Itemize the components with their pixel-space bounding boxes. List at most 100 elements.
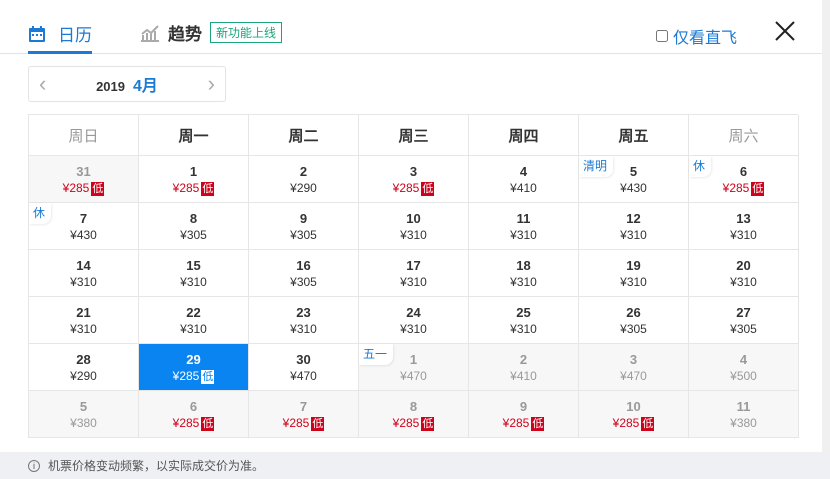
- day-number: 8: [189, 211, 198, 226]
- day-cell[interactable]: 13 ¥310: [689, 203, 799, 250]
- weekday-header: 周一: [139, 115, 249, 156]
- weekday-header: 周二: [249, 115, 359, 156]
- holiday-tag: 休: [689, 156, 712, 177]
- day-cell[interactable]: 2 ¥410: [469, 344, 579, 391]
- price-value: ¥470: [620, 369, 647, 383]
- price-value: ¥470: [290, 369, 317, 383]
- day-price: ¥430: [29, 227, 138, 243]
- day-cell[interactable]: 24 ¥310: [359, 297, 469, 344]
- direct-only-checkbox[interactable]: 仅看直飞: [656, 24, 737, 48]
- day-number: 17: [406, 258, 421, 273]
- day-price: ¥285 低: [359, 415, 468, 431]
- day-cell[interactable]: 26 ¥305: [579, 297, 689, 344]
- price-value: ¥285: [392, 181, 420, 195]
- tab-calendar-label: 日历: [58, 26, 92, 45]
- day-price: ¥310: [249, 321, 358, 337]
- day-number: 4: [739, 352, 748, 367]
- price-value: ¥310: [510, 228, 537, 242]
- day-price: ¥430: [579, 180, 688, 196]
- tab-trend[interactable]: 趋势 新功能上线: [140, 20, 283, 45]
- day-cell[interactable]: 4 ¥410: [469, 156, 579, 203]
- price-value: ¥310: [70, 322, 97, 336]
- day-price: ¥310: [29, 274, 138, 290]
- tab-calendar[interactable]: 日历: [28, 20, 92, 54]
- day-cell[interactable]: 30 ¥470: [249, 344, 359, 391]
- day-cell[interactable]: 15 ¥310: [139, 250, 249, 297]
- price-value: ¥285: [282, 416, 310, 430]
- day-number: 11: [736, 399, 751, 414]
- next-month-button[interactable]: ›: [207, 71, 215, 96]
- price-value: ¥310: [290, 322, 317, 336]
- day-number: 19: [626, 258, 641, 273]
- day-cell[interactable]: 14 ¥310: [29, 250, 139, 297]
- holiday-tag: 休: [29, 203, 52, 224]
- day-price: ¥310: [689, 274, 798, 290]
- day-cell[interactable]: 休 6 ¥285 低: [689, 156, 799, 203]
- scrollbar[interactable]: [822, 0, 830, 452]
- day-cell[interactable]: 1 ¥285 低: [139, 156, 249, 203]
- day-cell[interactable]: 17 ¥310: [359, 250, 469, 297]
- day-cell[interactable]: 25 ¥310: [469, 297, 579, 344]
- day-cell[interactable]: 五一 1 ¥470: [359, 344, 469, 391]
- day-cell[interactable]: 9 ¥285 低: [469, 391, 579, 438]
- day-price: ¥310: [469, 227, 578, 243]
- day-price: ¥380: [29, 415, 138, 431]
- price-value: ¥285: [392, 416, 420, 430]
- day-cell[interactable]: 9 ¥305: [249, 203, 359, 250]
- day-number: 15: [186, 258, 201, 273]
- day-price: ¥470: [359, 368, 468, 384]
- low-price-tag: 低: [201, 370, 215, 384]
- price-value: ¥430: [70, 228, 97, 242]
- day-cell[interactable]: 11 ¥380: [689, 391, 799, 438]
- day-cell[interactable]: 11 ¥310: [469, 203, 579, 250]
- day-cell[interactable]: 16 ¥305: [249, 250, 359, 297]
- day-cell[interactable]: 29 ¥285 低: [139, 344, 249, 391]
- day-cell[interactable]: 2 ¥290: [249, 156, 359, 203]
- close-icon[interactable]: [774, 20, 796, 42]
- day-number: 10: [626, 399, 641, 414]
- day-cell[interactable]: 28 ¥290: [29, 344, 139, 391]
- calendar-grid: 周日 周一 周二 周三 周四 周五 周六 31 ¥285 低 1 ¥285 低 2 ¥290 3 ¥285 低 4 ¥…: [28, 114, 799, 438]
- day-cell[interactable]: 10 ¥285 低: [579, 391, 689, 438]
- day-price: ¥410: [469, 180, 578, 196]
- day-cell[interactable]: 22 ¥310: [139, 297, 249, 344]
- day-number: 7: [299, 399, 308, 414]
- day-cell[interactable]: 18 ¥310: [469, 250, 579, 297]
- weekday-header: 周日: [29, 115, 139, 156]
- day-cell[interactable]: 休 7 ¥430: [29, 203, 139, 250]
- day-cell[interactable]: 7 ¥285 低: [249, 391, 359, 438]
- day-cell[interactable]: 8 ¥305: [139, 203, 249, 250]
- price-value: ¥310: [400, 228, 427, 242]
- day-price: ¥500: [689, 368, 798, 384]
- day-number: 21: [76, 305, 91, 320]
- day-price: ¥285 低: [249, 415, 358, 431]
- price-value: ¥305: [180, 228, 207, 242]
- day-cell[interactable]: 10 ¥310: [359, 203, 469, 250]
- day-cell[interactable]: 23 ¥310: [249, 297, 359, 344]
- day-price: ¥470: [579, 368, 688, 384]
- day-cell[interactable]: 5 ¥380: [29, 391, 139, 438]
- day-number: 20: [736, 258, 751, 273]
- price-value: ¥470: [400, 369, 427, 383]
- day-cell[interactable]: 3 ¥285 低: [359, 156, 469, 203]
- price-value: ¥285: [62, 181, 90, 195]
- day-price: ¥305: [139, 227, 248, 243]
- prev-month-button[interactable]: ‹: [39, 71, 47, 96]
- day-cell[interactable]: 6 ¥285 低: [139, 391, 249, 438]
- price-value: ¥290: [290, 181, 317, 195]
- day-price: ¥285 低: [579, 415, 688, 431]
- weekday-header: 周六: [689, 115, 799, 156]
- day-cell[interactable]: 20 ¥310: [689, 250, 799, 297]
- direct-only-input[interactable]: [656, 30, 668, 42]
- day-cell[interactable]: 4 ¥500: [689, 344, 799, 391]
- day-cell[interactable]: 8 ¥285 低: [359, 391, 469, 438]
- day-cell[interactable]: 27 ¥305: [689, 297, 799, 344]
- day-cell[interactable]: 31 ¥285 低: [29, 156, 139, 203]
- low-price-tag: 低: [421, 417, 435, 431]
- day-cell[interactable]: 19 ¥310: [579, 250, 689, 297]
- day-number: 23: [296, 305, 311, 320]
- day-cell[interactable]: 清明 5 ¥430: [579, 156, 689, 203]
- day-cell[interactable]: 12 ¥310: [579, 203, 689, 250]
- day-cell[interactable]: 21 ¥310: [29, 297, 139, 344]
- day-cell[interactable]: 3 ¥470: [579, 344, 689, 391]
